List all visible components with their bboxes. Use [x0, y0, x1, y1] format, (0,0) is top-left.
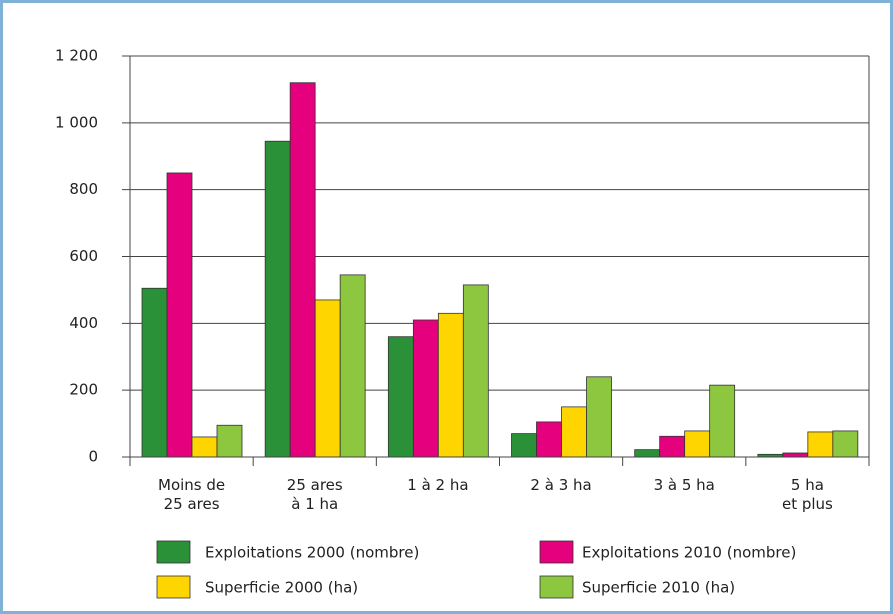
bar: [141, 287, 168, 458]
bar: [709, 384, 736, 458]
x-tick-label: 3 à 5 ha: [654, 476, 715, 494]
bar: [339, 274, 366, 458]
bar: [166, 172, 193, 458]
y-tick-label: 1 000: [55, 113, 98, 131]
y-tick-label: 1 200: [55, 47, 98, 65]
y-tick-label: 0: [88, 448, 98, 466]
x-tick-label: 1 à 2 ha: [407, 476, 468, 494]
bar: [684, 430, 711, 458]
bar: [782, 452, 809, 458]
y-tick-label: 800: [69, 180, 98, 198]
bar: [832, 430, 859, 458]
x-tick-label: 25 ares à 1 ha: [287, 476, 343, 513]
bar: [289, 82, 316, 458]
legend-label: Superficie 2010 (ha): [582, 579, 735, 597]
y-tick-label: 600: [69, 247, 98, 265]
bar: [191, 436, 218, 458]
bar: [659, 435, 686, 458]
bar: [586, 376, 612, 458]
bar: [216, 424, 243, 458]
bar: [437, 312, 464, 458]
bar: [561, 406, 587, 458]
legend-label: Superficie 2000 (ha): [205, 579, 358, 597]
y-tick-label: 400: [69, 314, 98, 332]
y-tick-label: 200: [69, 381, 98, 399]
bar: [511, 433, 537, 458]
legend-swatch: [539, 540, 574, 564]
bar: [807, 431, 834, 458]
legend-swatch: [539, 575, 574, 599]
bar: [314, 299, 341, 458]
bar: [412, 319, 439, 458]
bar: [387, 336, 414, 458]
x-tick-label: Moins de 25 ares: [158, 476, 225, 513]
legend-swatch: [156, 575, 191, 599]
x-tick-label: 5 ha et plus: [782, 476, 833, 513]
x-tick-label: 2 à 3 ha: [530, 476, 591, 494]
bar: [536, 421, 562, 458]
legend-label: Exploitations 2010 (nombre): [582, 544, 796, 562]
bar: [264, 140, 291, 458]
bar: [634, 449, 661, 458]
bar: [462, 284, 489, 458]
legend-swatch: [156, 540, 191, 564]
legend-label: Exploitations 2000 (nombre): [205, 544, 419, 562]
